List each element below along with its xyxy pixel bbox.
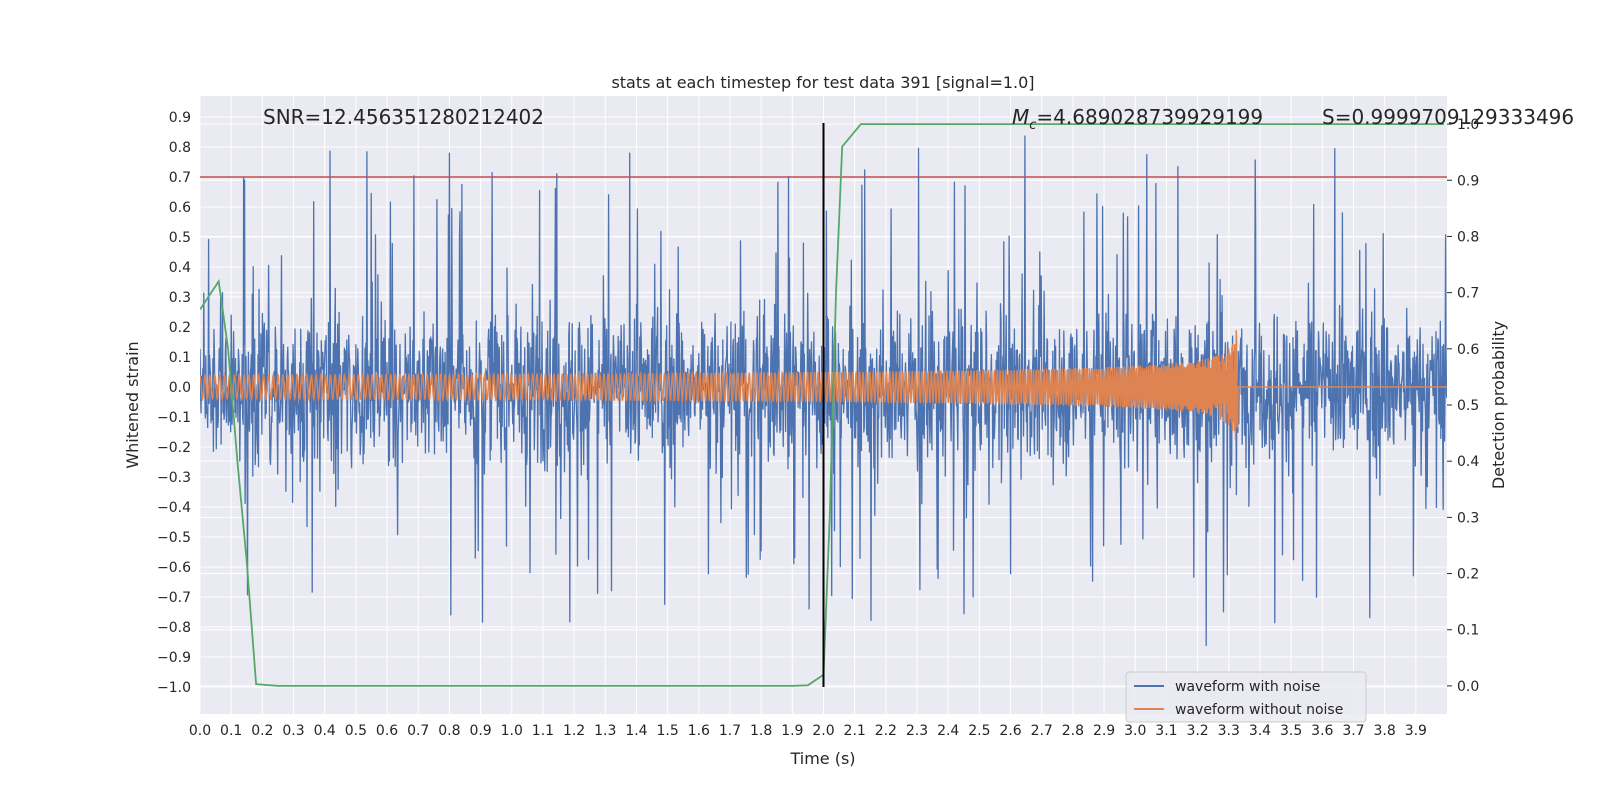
- y-tick-label: 0.7: [169, 170, 191, 186]
- y-right-tick-label: 1.0: [1457, 117, 1479, 133]
- y-right-tick-label: 0.6: [1457, 342, 1479, 358]
- y-tick-label: −0.3: [157, 470, 191, 486]
- legend-box: [1125, 671, 1367, 723]
- mc-value: =4.689028739929199: [1036, 105, 1263, 129]
- x-tick-label: 1.9: [781, 723, 803, 739]
- y-right-tick-label: 0.0: [1457, 679, 1479, 695]
- x-tick-label: 1.8: [750, 723, 772, 739]
- chart-title: stats at each timestep for test data 391…: [611, 73, 1034, 92]
- y-tick-label: −0.2: [157, 440, 191, 456]
- x-tick-label: 0.3: [282, 723, 304, 739]
- x-tick-label: 1.6: [688, 723, 710, 739]
- y-tick-label: −0.9: [157, 650, 191, 666]
- x-tick-label: 2.4: [937, 723, 959, 739]
- y-right-tick-label: 0.3: [1457, 510, 1479, 526]
- x-tick-label: 0.6: [376, 723, 398, 739]
- y-right-tick-label: 0.9: [1457, 173, 1479, 189]
- x-tick-label: 2.8: [1062, 723, 1084, 739]
- x-tick-label: 1.1: [532, 723, 554, 739]
- x-tick-label: 3.2: [1186, 723, 1208, 739]
- x-tick-label: 0.4: [314, 723, 336, 739]
- x-tick-label: 3.9: [1405, 723, 1427, 739]
- x-tick-label: 0.8: [438, 723, 460, 739]
- x-tick-label: 3.8: [1374, 723, 1396, 739]
- x-tick-label: 1.7: [719, 723, 741, 739]
- ticks: 0.0 0.1 0.2 0.3 0.4 0.5 0.6 0.7 0.8 0.9 1.0 1.1 1.2 1…: [157, 110, 1479, 739]
- legend: waveform with noise waveform without noi…: [1125, 671, 1367, 723]
- y-tick-label: −0.4: [157, 500, 191, 516]
- series-layer: [200, 123, 1447, 687]
- y-tick-label: 0.0: [169, 380, 191, 396]
- x-tick-label: 1.0: [501, 723, 523, 739]
- y-tick-label: 0.2: [169, 320, 191, 336]
- y-axis-label: Whitened strain: [123, 341, 142, 468]
- y-tick-label: −0.6: [157, 560, 191, 576]
- x-tick-label: 2.6: [999, 723, 1021, 739]
- x-tick-label: 3.4: [1249, 723, 1271, 739]
- x-axis-label: Time (s): [789, 749, 855, 768]
- x-tick-label: 1.3: [594, 723, 616, 739]
- legend-label-noise: waveform with noise: [1175, 679, 1320, 695]
- x-tick-label: 0.9: [469, 723, 491, 739]
- x-tick-label: 3.1: [1155, 723, 1177, 739]
- y-tick-label: 0.1: [169, 350, 191, 366]
- y-tick-label: 0.3: [169, 290, 191, 306]
- x-tick-label: 3.5: [1280, 723, 1302, 739]
- x-tick-label: 0.7: [407, 723, 429, 739]
- x-tick-label: 0.2: [251, 723, 273, 739]
- snr-annotation: SNR=12.456351280212402: [263, 105, 544, 129]
- y-right-tick-label: 0.4: [1457, 454, 1479, 470]
- x-tick-label: 3.6: [1311, 723, 1333, 739]
- mc-symbol: M: [1012, 105, 1029, 129]
- y-tick-label: −0.5: [157, 530, 191, 546]
- x-tick-label: 2.2: [875, 723, 897, 739]
- y-right-tick-label: 0.2: [1457, 567, 1479, 583]
- x-tick-label: 1.5: [656, 723, 678, 739]
- y-right-tick-label: 0.7: [1457, 286, 1479, 302]
- x-tick-label: 0.1: [220, 723, 242, 739]
- y-tick-label: 0.8: [169, 140, 191, 156]
- x-tick-label: 3.3: [1218, 723, 1240, 739]
- x-tick-label: 2.7: [1031, 723, 1053, 739]
- x-tick-label: 3.0: [1124, 723, 1146, 739]
- x-tick-label: 1.4: [625, 723, 647, 739]
- y-axis-right-label: Detection probability: [1489, 321, 1508, 489]
- legend-label-clean: waveform without noise: [1175, 702, 1343, 718]
- x-tick-label: 0.5: [345, 723, 367, 739]
- x-tick-label: 2.0: [812, 723, 834, 739]
- y-tick-label: −1.0: [157, 680, 191, 696]
- x-tick-label: 3.7: [1342, 723, 1364, 739]
- y-right-tick-label: 0.8: [1457, 229, 1479, 245]
- x-tick-label: 2.3: [906, 723, 928, 739]
- mc-subscript: c: [1029, 118, 1036, 133]
- x-tick-label: 0.0: [189, 723, 211, 739]
- y-right-tick-label: 0.5: [1457, 398, 1479, 414]
- y-tick-label: 0.5: [169, 230, 191, 246]
- y-tick-label: −0.8: [157, 620, 191, 636]
- mc-annotation: Mc=4.689028739929199: [1012, 105, 1263, 133]
- y-tick-label: 0.6: [169, 200, 191, 216]
- series-detection-probability: [200, 123, 1444, 687]
- y-tick-label: −0.1: [157, 410, 191, 426]
- y-tick-label: 0.4: [169, 260, 191, 276]
- y-tick-label: −0.7: [157, 590, 191, 606]
- x-tick-label: 1.2: [563, 723, 585, 739]
- y-tick-label: 0.9: [169, 110, 191, 126]
- x-tick-label: 2.1: [844, 723, 866, 739]
- x-tick-label: 2.5: [968, 723, 990, 739]
- x-tick-label: 2.9: [1093, 723, 1115, 739]
- s-annotation: S=0.9999709129333496: [1322, 105, 1574, 129]
- y-right-tick-label: 0.1: [1457, 623, 1479, 639]
